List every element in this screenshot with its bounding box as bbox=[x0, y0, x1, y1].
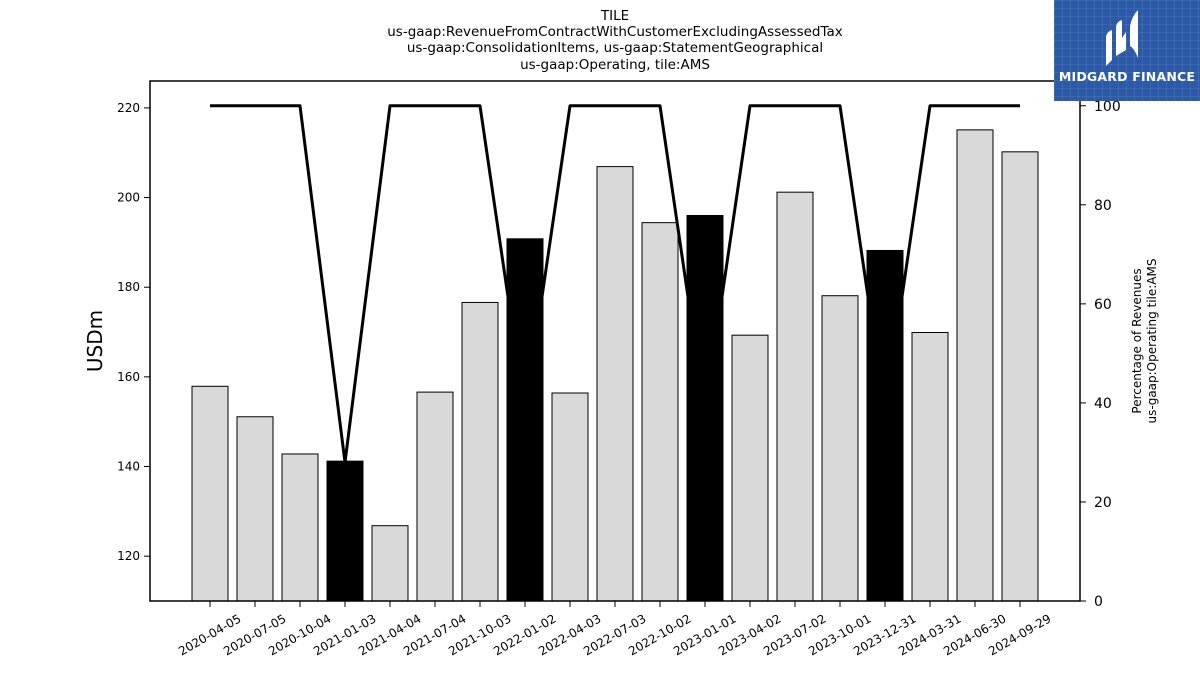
y2-tick-label: 20 bbox=[1094, 495, 1112, 511]
bar-2020-04-05 bbox=[191, 385, 229, 602]
bar-2024-06-30 bbox=[956, 129, 994, 602]
percentage-line bbox=[210, 104, 1020, 464]
y2-tick-label: 80 bbox=[1094, 198, 1112, 214]
y-tick-label: 120 bbox=[117, 549, 140, 563]
bar-2020-07-05 bbox=[236, 416, 274, 602]
bar-2022-01-02 bbox=[506, 238, 544, 602]
chart-title-line-2: us-gaap:RevenueFromContractWithCustomerE… bbox=[387, 24, 843, 40]
y2-tick-label: 60 bbox=[1094, 297, 1112, 313]
y2-tick-label: 0 bbox=[1094, 594, 1103, 610]
y2-axis-label-line2: us-gaap:Operating tile:AMS bbox=[1145, 259, 1159, 424]
chart-title-line-3: us-gaap:ConsolidationItems, us-gaap:Stat… bbox=[406, 40, 824, 56]
y-axis-left: 120 140 160 180 200 220 bbox=[117, 101, 150, 563]
bar-2020-10-04 bbox=[281, 453, 319, 602]
x-axis: 2020-04-052020-07-052020-10-042021-01-03… bbox=[176, 601, 1054, 658]
bar-2021-04-04 bbox=[371, 525, 409, 602]
midgard-logo-icon bbox=[1106, 10, 1138, 66]
y2-tick-label: 100 bbox=[1094, 99, 1121, 115]
bar-2023-12-31 bbox=[866, 249, 904, 602]
chart-title-line-4: us-gaap:Operating, tile:AMS bbox=[520, 57, 710, 73]
logo-grid-pattern bbox=[1054, 0, 1200, 101]
y-tick-label: 220 bbox=[117, 101, 140, 115]
bar-2022-07-03 bbox=[596, 166, 634, 602]
bars-layer bbox=[191, 129, 1039, 602]
bar-2023-04-02 bbox=[731, 334, 769, 602]
bar-2022-04-03 bbox=[551, 392, 589, 602]
bar-2022-10-02 bbox=[641, 222, 679, 602]
y-axis-right: 0 20 40 60 80 100 bbox=[1080, 99, 1121, 610]
midgard-finance-logo: MIDGARD FINANCE bbox=[1054, 0, 1200, 101]
logo-text: MIDGARD FINANCE bbox=[1058, 69, 1196, 84]
y-tick-label: 160 bbox=[117, 370, 140, 384]
bar-2021-07-04 bbox=[416, 391, 454, 602]
bar-2021-01-03 bbox=[326, 460, 364, 602]
y2-axis-label-line1: Percentage of Revenues bbox=[1130, 268, 1144, 413]
bar-2024-09-29 bbox=[1001, 151, 1039, 602]
bar-2023-07-02 bbox=[776, 191, 814, 602]
y-tick-label: 180 bbox=[117, 280, 140, 294]
chart-title-line-1: TILE bbox=[600, 8, 630, 24]
y-tick-label: 200 bbox=[117, 191, 140, 205]
y2-tick-label: 40 bbox=[1094, 396, 1112, 412]
bar-2023-10-01 bbox=[821, 295, 859, 602]
bar-2024-03-31 bbox=[911, 331, 949, 602]
line-layer bbox=[210, 104, 1020, 464]
bar-2021-10-03 bbox=[461, 301, 499, 602]
y-axis-label: USDm bbox=[83, 310, 107, 372]
y-tick-label: 140 bbox=[117, 460, 140, 474]
